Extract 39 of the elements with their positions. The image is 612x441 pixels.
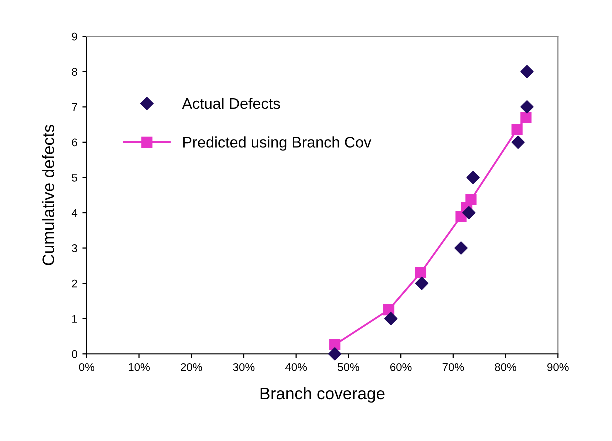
y-tick-label: 0 (72, 350, 78, 358)
y-tick-label: 4 (72, 209, 78, 218)
point (466, 194, 477, 206)
x-tick-label: 80% (495, 363, 517, 372)
x-tick-label: 0% (79, 363, 95, 372)
x-tick-label: 40% (285, 363, 308, 372)
point (330, 339, 341, 351)
x-tick-label: 60% (390, 363, 412, 372)
point (466, 171, 480, 184)
point (328, 348, 342, 361)
point (520, 100, 534, 114)
y-tick-label: 2 (72, 280, 78, 288)
x-tick-label: 70% (442, 363, 464, 372)
x-tick-label: 10% (128, 363, 150, 372)
x-tick-label: 20% (181, 363, 202, 372)
point (520, 65, 534, 78)
point (383, 304, 395, 316)
y-tick-label: 3 (72, 244, 78, 252)
point (415, 276, 429, 290)
point (384, 312, 398, 326)
y-tick-label: 1 (72, 315, 78, 323)
legend-label: Actual Defects (182, 98, 280, 110)
point (454, 242, 468, 255)
x-tick-label: 30% (233, 363, 255, 372)
y-tick-label: 7 (72, 104, 78, 112)
point (520, 112, 532, 124)
legend-label: Predicted using Branch Cov (184, 136, 372, 151)
x-axis-title: Branch coverage (260, 387, 385, 403)
y-tick-label: 5 (72, 174, 78, 182)
y-axis-title: Cumulative defects (42, 125, 55, 266)
y-tick-label: 8 (72, 68, 78, 76)
point (462, 206, 476, 220)
point (512, 124, 523, 136)
x-tick-label: 90% (548, 363, 569, 372)
point (512, 136, 525, 150)
y-tick-label: 6 (72, 138, 78, 147)
y-tick-label: 9 (72, 32, 78, 41)
x-tick-label: 50% (338, 363, 360, 372)
point (415, 267, 427, 279)
